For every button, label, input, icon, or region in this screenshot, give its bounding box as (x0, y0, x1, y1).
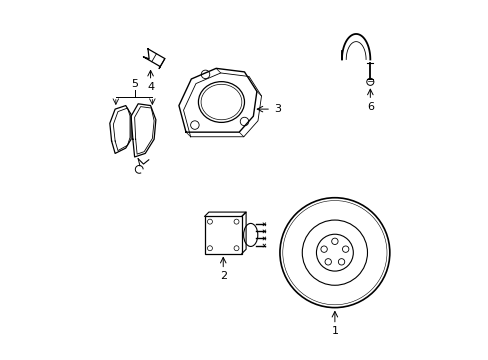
Text: 6: 6 (366, 102, 373, 112)
Text: 3: 3 (274, 104, 281, 114)
Text: 4: 4 (147, 82, 154, 92)
Text: 2: 2 (219, 270, 226, 280)
Text: 5: 5 (131, 79, 138, 89)
Bar (204, 216, 242, 253)
Text: 1: 1 (331, 326, 338, 336)
